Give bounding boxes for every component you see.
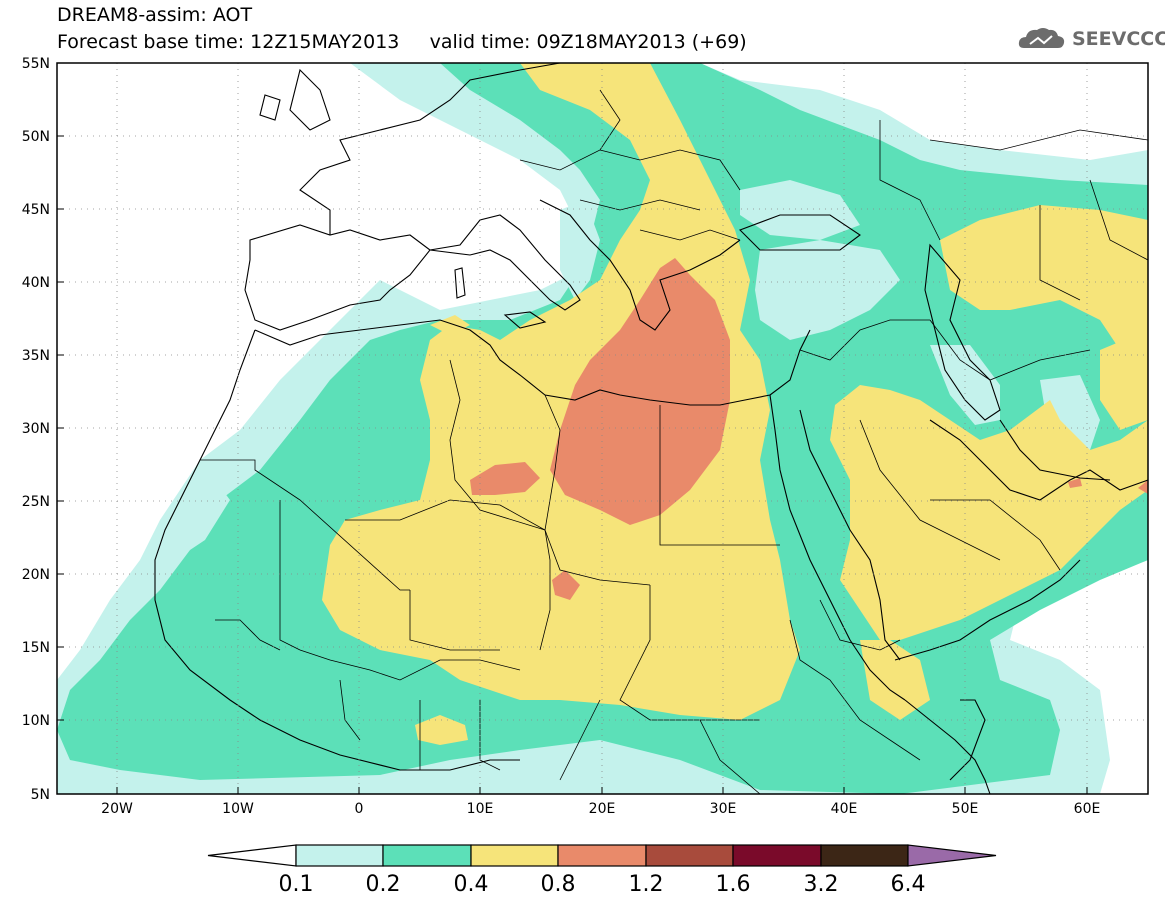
lat-label: 20N bbox=[22, 567, 50, 583]
lon-label: 20E bbox=[589, 801, 616, 817]
lon-label: 10W bbox=[222, 801, 254, 817]
aot-level-0.4-ethiopia bbox=[860, 640, 930, 720]
colorbar bbox=[207, 844, 997, 867]
aot-level-0.4-russia bbox=[940, 205, 1148, 350]
lat-label: 55N bbox=[22, 56, 50, 72]
colorbar-swatch bbox=[820, 844, 909, 867]
lon-label: 20W bbox=[101, 801, 133, 817]
lat-label: 50N bbox=[22, 129, 50, 145]
aot-patch-iran bbox=[1040, 375, 1100, 450]
colorbar-swatch bbox=[470, 844, 559, 867]
aot-patch-italy bbox=[560, 200, 600, 300]
forecast-time-line: Forecast base time: 12Z15MAY2013 valid t… bbox=[57, 31, 747, 53]
colorbar-label: 6.4 bbox=[891, 872, 926, 897]
colorbar-high-arrow bbox=[907, 844, 997, 867]
colorbar-swatch bbox=[732, 844, 822, 867]
aot-level-0.4-nigeria bbox=[415, 715, 468, 745]
colorbar-label: 0.4 bbox=[454, 872, 489, 897]
lat-label: 45N bbox=[22, 202, 50, 218]
aot-level-0.4-gulf bbox=[1100, 330, 1148, 430]
lat-label: 25N bbox=[22, 494, 50, 510]
aot-level-0.8-niger bbox=[552, 570, 580, 600]
lat-label: 40N bbox=[22, 275, 50, 291]
colorbar-swatch bbox=[645, 844, 734, 867]
lat-label: 5N bbox=[31, 787, 50, 803]
colorbar-label: 3.2 bbox=[804, 872, 839, 897]
colorbar-label: 0.1 bbox=[279, 872, 314, 897]
colorbar-low-arrow bbox=[207, 844, 297, 867]
aot-contours bbox=[57, 63, 1148, 794]
colorbar-labels: 0.1 0.2 0.4 0.8 1.2 1.6 3.2 6.4 bbox=[279, 872, 926, 897]
lat-label: 35N bbox=[22, 348, 50, 364]
lat-label: 30N bbox=[22, 421, 50, 437]
latitude-labels: 55N 50N 45N 40N 35N 30N 25N 20N 15N 10N … bbox=[22, 56, 50, 803]
aot-level-0.8-iran bbox=[1138, 480, 1148, 494]
lon-label: 10E bbox=[467, 801, 494, 817]
aot-patch-caspian bbox=[930, 345, 1000, 425]
colorbar-swatch bbox=[557, 844, 647, 867]
colorbar-label: 0.2 bbox=[366, 872, 401, 897]
lon-label: 50E bbox=[952, 801, 979, 817]
aot-level-0.8-algeria bbox=[470, 462, 540, 495]
colorbar-swatch bbox=[295, 844, 384, 867]
aot-level-0.4-morocco bbox=[430, 315, 470, 335]
colorbar-label: 1.6 bbox=[716, 872, 751, 897]
colorbar-swatch bbox=[382, 844, 472, 867]
aot-patch-turkey bbox=[755, 240, 900, 340]
aot-level-0.8-main bbox=[550, 258, 730, 525]
aot-level-0.4-arabia bbox=[830, 385, 1148, 640]
aot-level-0.8-oman bbox=[1068, 478, 1082, 488]
axis-ticks bbox=[57, 62, 1088, 795]
lon-label: 30E bbox=[710, 801, 737, 817]
lon-label: 60E bbox=[1074, 801, 1101, 817]
coastlines bbox=[154, 63, 1148, 794]
logo-text: SEEVCCC bbox=[1072, 28, 1165, 50]
lon-label: 0 bbox=[355, 801, 364, 817]
colorbar-label: 0.8 bbox=[541, 872, 576, 897]
aot-level-0.4-main bbox=[322, 63, 800, 720]
colorbar-label: 1.2 bbox=[629, 872, 664, 897]
aot-patch-blacksea bbox=[740, 180, 860, 240]
map-title: DREAM8-assim: AOT bbox=[57, 4, 253, 26]
longitude-labels: 20W 10W 0 10E 20E 30E 40E 50E 60E bbox=[101, 801, 1100, 817]
lat-label: 10N bbox=[22, 713, 50, 729]
lat-label: 15N bbox=[22, 640, 50, 656]
aot-patch-west-sahara bbox=[150, 480, 230, 565]
lon-label: 40E bbox=[831, 801, 858, 817]
cloud-icon bbox=[1018, 28, 1065, 48]
